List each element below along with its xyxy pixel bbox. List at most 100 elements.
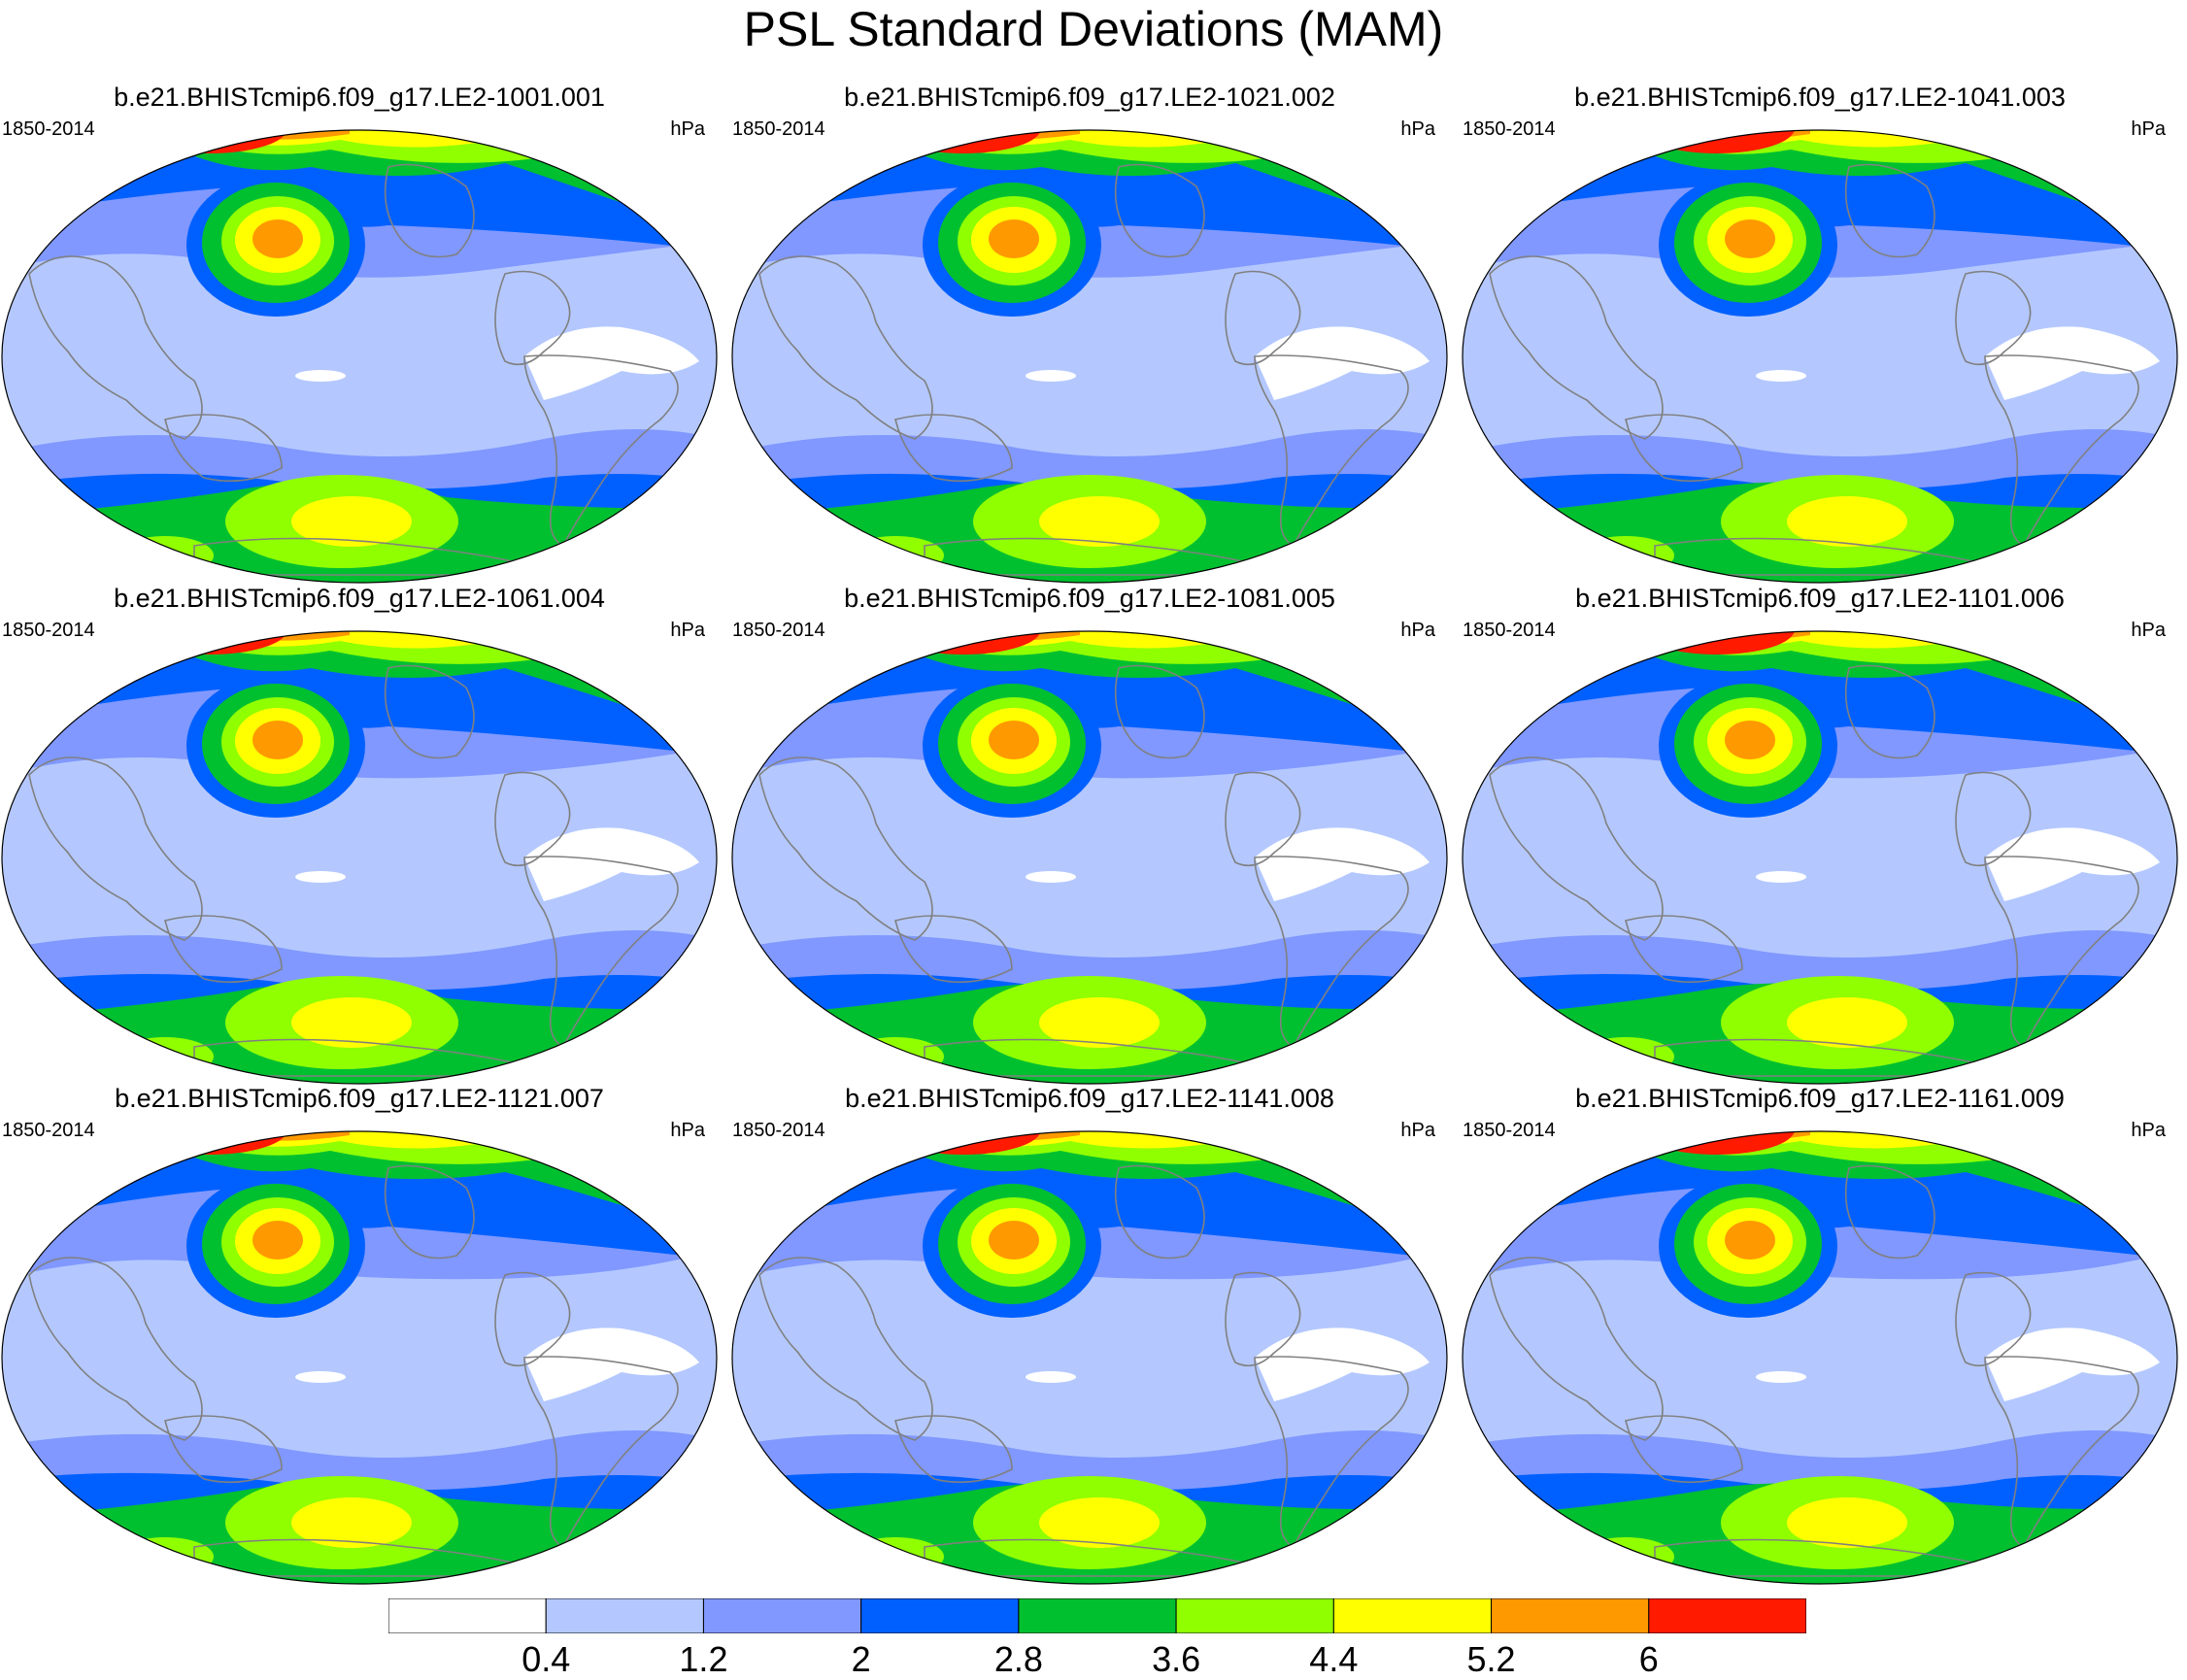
coastline	[1225, 1271, 1301, 1367]
panel-period: 1850-2014	[732, 118, 825, 140]
field-band	[117, 1037, 214, 1076]
field-band	[1255, 1327, 1430, 1401]
field-band	[847, 536, 944, 575]
colorbar-box	[388, 1598, 547, 1633]
panel-title: b.e21.BHISTcmip6.f09_g17.LE2-1041.003	[1574, 83, 2066, 112]
panel-title: b.e21.BHISTcmip6.f09_g17.LE2-1061.004	[114, 584, 605, 613]
panel-units: hPa	[1400, 118, 1435, 140]
field-band	[252, 721, 303, 759]
coastline	[1844, 163, 1935, 258]
field-band	[1255, 326, 1430, 400]
map-outline	[731, 1130, 1448, 1585]
coastline	[384, 664, 475, 759]
map-panel: b.e21.BHISTcmip6.f09_g17.LE2-1001.001 185…	[0, 82, 719, 584]
colorbar-tick-label: 3.6	[1152, 1639, 1201, 1679]
field-band	[1039, 997, 1160, 1048]
field-band	[2061, 1526, 2103, 1549]
field-band	[291, 1497, 412, 1548]
field-band	[1026, 1371, 1076, 1383]
coastline	[1254, 856, 1409, 1049]
ensemble-member-map	[1, 630, 718, 1085]
field-band	[1330, 524, 1373, 548]
field-band	[600, 524, 643, 548]
map-panel: b.e21.BHISTcmip6.f09_g17.LE2-1161.009 185…	[1461, 1083, 2179, 1585]
coastline	[164, 414, 283, 483]
panel-units: hPa	[2131, 118, 2166, 140]
coastline	[494, 270, 571, 366]
map-outline	[1462, 129, 2178, 584]
ensemble-member-map	[1462, 129, 2178, 584]
coastline	[1984, 856, 2139, 1049]
coastline	[384, 1164, 475, 1260]
panel-units: hPa	[2131, 620, 2166, 641]
field-band	[2061, 1025, 2103, 1049]
field-band	[1985, 827, 2160, 901]
colorbar-box	[1332, 1598, 1493, 1633]
field-band	[1756, 370, 1806, 382]
field-band	[117, 1537, 214, 1576]
map-panel: b.e21.BHISTcmip6.f09_g17.LE2-1121.007 185…	[0, 1083, 719, 1585]
colorbar-box	[1648, 1598, 1806, 1633]
field-band	[1985, 326, 2160, 400]
coastline	[894, 915, 1013, 984]
coastline	[523, 856, 679, 1049]
map-panel: b.e21.BHISTcmip6.f09_g17.LE2-1021.002 185…	[730, 82, 1449, 584]
colorbar-box	[702, 1598, 862, 1633]
field-band	[524, 1327, 699, 1401]
coastline	[1984, 354, 2139, 548]
field-band	[295, 370, 346, 382]
panel-title: b.e21.BHISTcmip6.f09_g17.LE2-1121.007	[115, 1084, 604, 1113]
panel-period: 1850-2014	[1463, 620, 1556, 641]
map-outline	[731, 630, 1448, 1085]
ensemble-member-map	[1462, 630, 2178, 1085]
field-band	[1330, 1025, 1373, 1049]
map-outline	[1462, 1130, 2178, 1585]
panel-units: hPa	[1400, 1120, 1435, 1141]
coastline	[384, 163, 475, 258]
coastline	[1625, 915, 1743, 984]
field-band	[1255, 827, 1430, 901]
colorbar-tick-label: 2	[851, 1639, 871, 1679]
ensemble-member-map	[1462, 1130, 2178, 1585]
field-band	[1787, 1497, 1907, 1548]
coastline	[1955, 771, 2032, 867]
field-band	[1756, 1371, 1806, 1383]
panel-units: hPa	[670, 620, 705, 641]
colorbar-box	[545, 1598, 704, 1633]
field-band	[252, 1221, 303, 1260]
map-panel: b.e21.BHISTcmip6.f09_g17.LE2-1081.005 185…	[730, 583, 1449, 1085]
coastline	[523, 354, 679, 548]
coastline	[894, 414, 1013, 483]
panel-title: b.e21.BHISTcmip6.f09_g17.LE2-1101.006	[1575, 584, 2065, 613]
ensemble-member-map	[731, 1130, 1448, 1585]
panel-units: hPa	[2131, 1120, 2166, 1141]
map-panel: b.e21.BHISTcmip6.f09_g17.LE2-1141.008 185…	[730, 1083, 1449, 1585]
field-band	[2061, 524, 2103, 548]
panel-units: hPa	[670, 1120, 705, 1141]
ensemble-member-map	[731, 630, 1448, 1085]
colorbar-box	[1018, 1598, 1177, 1633]
field-band	[291, 496, 412, 547]
colorbar-tick-label: 6	[1638, 1639, 1659, 1679]
field-band	[1725, 219, 1775, 258]
field-band	[1577, 536, 1674, 575]
map-outline	[1, 630, 718, 1085]
coastline	[894, 1415, 1013, 1484]
ensemble-member-map	[1, 1130, 718, 1585]
colorbar-box	[1491, 1598, 1650, 1633]
panel-period: 1850-2014	[732, 620, 825, 641]
colorbar-tick-label: 0.4	[522, 1639, 571, 1679]
coastline	[1625, 1415, 1743, 1484]
coastline	[164, 1415, 283, 1484]
map-panel: b.e21.BHISTcmip6.f09_g17.LE2-1101.006 185…	[1461, 583, 2179, 1085]
coastline	[1225, 270, 1301, 366]
map-outline	[1, 1130, 718, 1585]
panel-title: b.e21.BHISTcmip6.f09_g17.LE2-1161.009	[1575, 1084, 2065, 1113]
colorbar-box	[860, 1598, 1020, 1633]
coastline	[164, 915, 283, 984]
field-band	[295, 1371, 346, 1383]
field-band	[600, 1025, 643, 1049]
colorbar-tick-label: 4.4	[1309, 1639, 1359, 1679]
panel-period: 1850-2014	[1463, 118, 1556, 140]
coastline	[1844, 664, 1935, 759]
